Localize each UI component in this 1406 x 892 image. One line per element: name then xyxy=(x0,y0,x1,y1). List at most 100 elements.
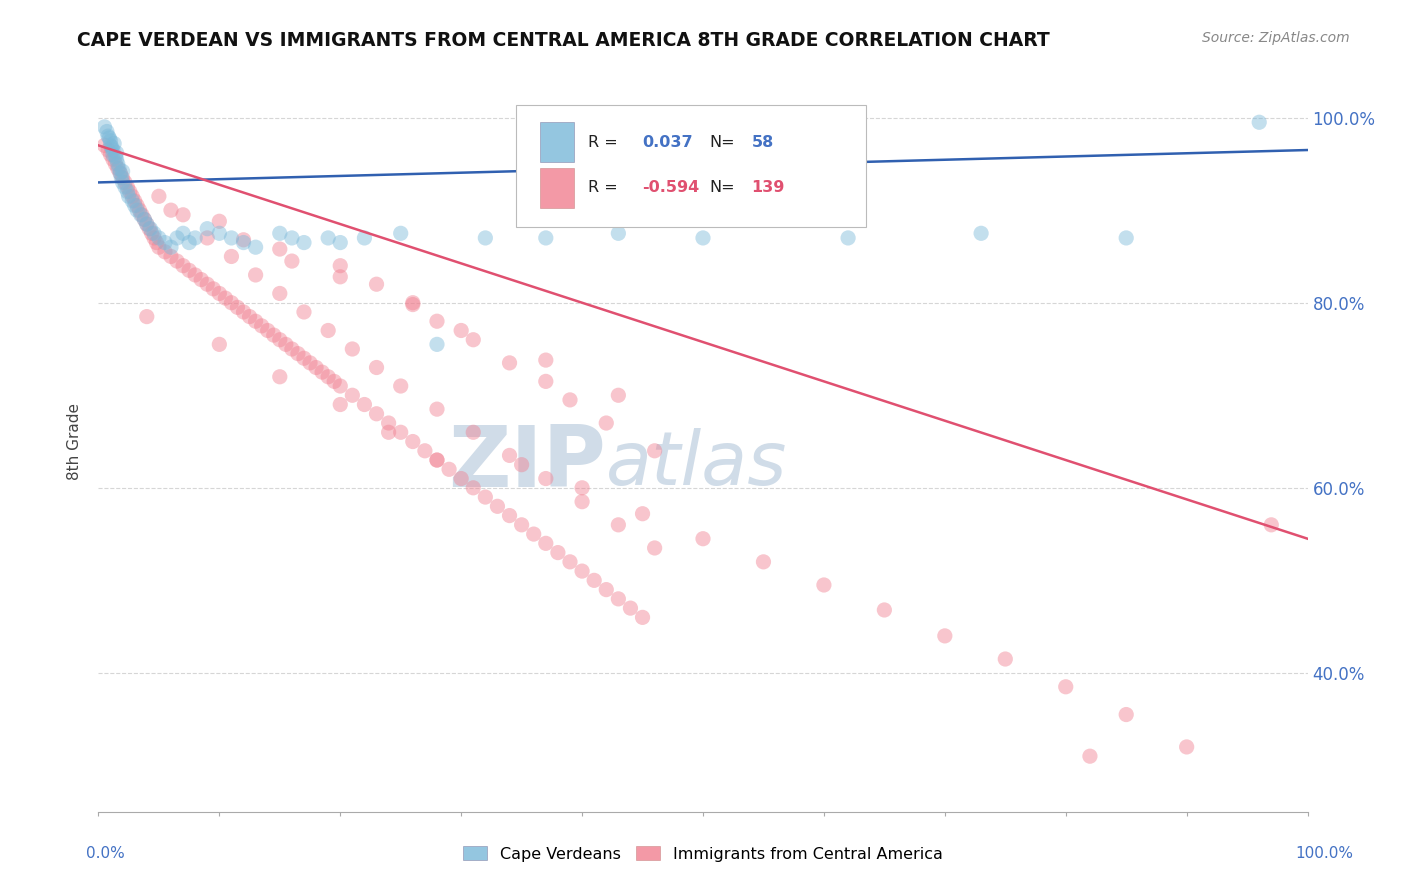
Text: -0.594: -0.594 xyxy=(643,180,700,195)
Point xyxy=(184,268,207,282)
Point xyxy=(510,458,533,472)
Point xyxy=(486,500,509,514)
Text: N=: N= xyxy=(709,135,735,150)
Point xyxy=(128,203,150,218)
Point xyxy=(195,231,218,245)
Point xyxy=(463,425,485,440)
Point xyxy=(558,555,581,569)
Point xyxy=(166,254,188,268)
Point xyxy=(232,235,254,250)
Point xyxy=(873,603,896,617)
Point xyxy=(141,227,163,241)
Text: 139: 139 xyxy=(751,180,785,195)
Point xyxy=(250,318,273,333)
Point xyxy=(101,153,124,167)
Point xyxy=(107,157,129,171)
Point xyxy=(104,149,127,163)
Point xyxy=(402,434,425,449)
Point xyxy=(366,277,388,292)
Point xyxy=(108,166,131,180)
Point xyxy=(114,175,136,190)
Point xyxy=(474,231,496,245)
Point xyxy=(269,286,291,301)
Point xyxy=(160,240,183,254)
Point xyxy=(202,282,225,296)
Point xyxy=(148,231,170,245)
Point xyxy=(366,407,388,421)
Point xyxy=(269,369,291,384)
Point xyxy=(607,517,630,532)
Point xyxy=(274,337,297,351)
Point xyxy=(221,231,243,245)
Text: 0.0%: 0.0% xyxy=(86,847,125,861)
Point xyxy=(571,564,593,578)
Text: 100.0%: 100.0% xyxy=(1295,847,1354,861)
Point xyxy=(269,227,291,241)
Point xyxy=(463,481,485,495)
Point xyxy=(100,140,122,154)
Point xyxy=(208,214,231,228)
Point xyxy=(1054,680,1077,694)
FancyBboxPatch shape xyxy=(516,104,866,227)
Point xyxy=(342,388,364,402)
Point xyxy=(558,392,581,407)
Point xyxy=(292,235,315,250)
Point xyxy=(316,231,339,245)
Point xyxy=(172,208,194,222)
Point xyxy=(631,507,654,521)
Point xyxy=(232,305,254,319)
Point xyxy=(287,346,309,360)
Point xyxy=(104,157,127,171)
Point xyxy=(281,231,304,245)
Point xyxy=(534,231,557,245)
Point xyxy=(437,462,460,476)
Point xyxy=(311,365,333,379)
Point xyxy=(534,472,557,486)
Y-axis label: 8th Grade: 8th Grade xyxy=(67,403,83,480)
Point xyxy=(145,235,167,250)
Point xyxy=(619,601,641,615)
Point xyxy=(184,231,207,245)
Point xyxy=(474,490,496,504)
Point xyxy=(108,166,131,180)
Point xyxy=(377,425,399,440)
Point xyxy=(498,449,520,463)
Point xyxy=(305,360,328,375)
Point xyxy=(263,328,285,343)
Point xyxy=(127,203,149,218)
Point xyxy=(450,472,472,486)
Point xyxy=(970,227,993,241)
Point xyxy=(498,356,520,370)
Point xyxy=(111,164,134,178)
Point xyxy=(160,250,183,264)
Point xyxy=(245,268,267,282)
Point xyxy=(118,189,141,203)
Point xyxy=(583,574,606,588)
Point xyxy=(934,629,956,643)
Point xyxy=(105,153,128,167)
FancyBboxPatch shape xyxy=(540,168,574,209)
Point xyxy=(595,416,617,430)
Point xyxy=(100,147,122,161)
Point xyxy=(498,508,520,523)
Point xyxy=(226,301,249,315)
Point xyxy=(93,138,115,153)
Point xyxy=(221,295,243,310)
Text: CAPE VERDEAN VS IMMIGRANTS FROM CENTRAL AMERICA 8TH GRADE CORRELATION CHART: CAPE VERDEAN VS IMMIGRANTS FROM CENTRAL … xyxy=(77,31,1050,50)
Point xyxy=(195,221,218,235)
Point xyxy=(607,227,630,241)
Point xyxy=(97,143,120,157)
Point xyxy=(994,652,1017,666)
Point xyxy=(342,342,364,356)
Text: N=: N= xyxy=(709,180,735,195)
Point xyxy=(135,217,157,231)
Point xyxy=(139,221,162,235)
Point xyxy=(402,297,425,311)
Text: Source: ZipAtlas.com: Source: ZipAtlas.com xyxy=(1202,31,1350,45)
Text: R =: R = xyxy=(588,180,617,195)
Point xyxy=(1249,115,1271,129)
Point xyxy=(239,310,262,324)
Text: atlas: atlas xyxy=(606,428,787,500)
Legend: Cape Verdeans, Immigrants from Central America: Cape Verdeans, Immigrants from Central A… xyxy=(457,839,949,868)
Point xyxy=(1115,231,1137,245)
